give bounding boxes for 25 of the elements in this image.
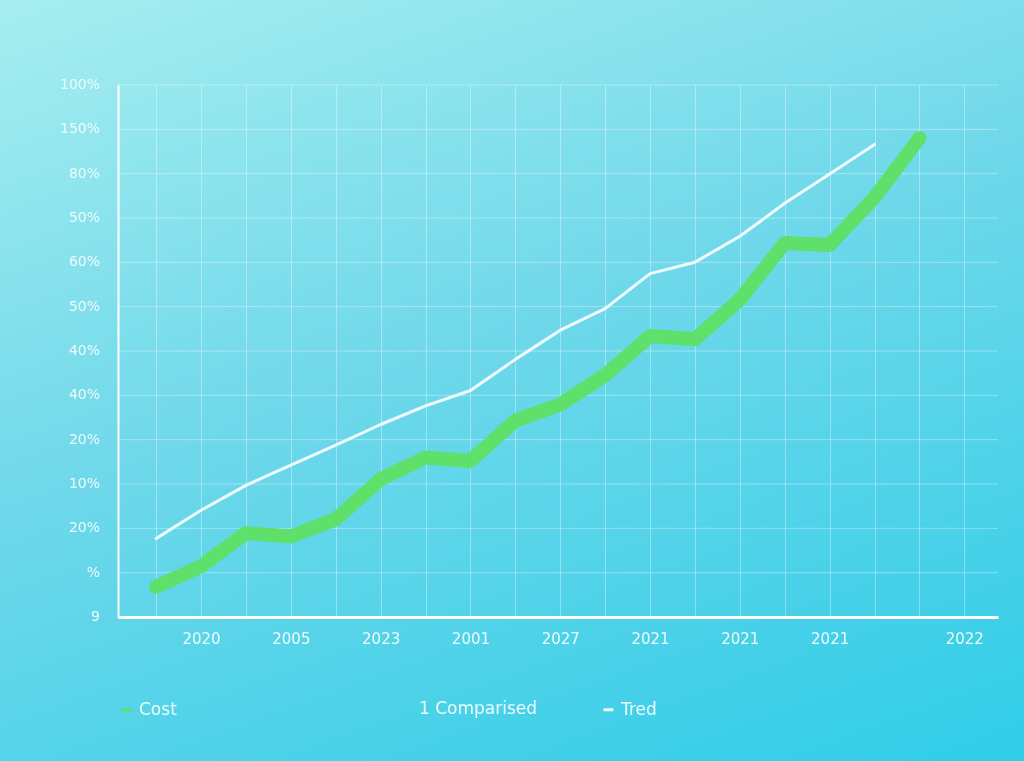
x-tick-label: 2001	[451, 629, 491, 648]
text: 100%	[59, 76, 100, 92]
text: 40%	[68, 342, 100, 358]
text: 9	[91, 608, 100, 624]
legend-label: Tred	[620, 698, 657, 719]
x-tick-label: 2023	[362, 629, 401, 648]
x-tick-label: 2005	[272, 629, 311, 648]
text: 10%	[68, 475, 100, 491]
legend-label: Cost	[139, 698, 178, 719]
x-tick-label: 2022	[945, 629, 984, 648]
text: 60%	[68, 253, 100, 270]
text: 40%	[68, 386, 100, 403]
x-tick-label: 2021	[721, 629, 760, 648]
text: 80%	[68, 164, 100, 181]
x-tick-label: 2027	[541, 629, 580, 648]
text: 50%	[68, 297, 100, 314]
text: 20%	[68, 430, 100, 447]
text: 150%	[59, 120, 100, 137]
text: 1 Comparised	[418, 698, 538, 718]
text: %	[86, 563, 100, 580]
text: 20%	[68, 519, 100, 536]
x-tick-label: 2020	[182, 629, 221, 648]
x-tick-label: 2021	[631, 629, 670, 648]
text: 50%	[68, 209, 100, 225]
x-tick-label: 2021	[811, 629, 850, 648]
